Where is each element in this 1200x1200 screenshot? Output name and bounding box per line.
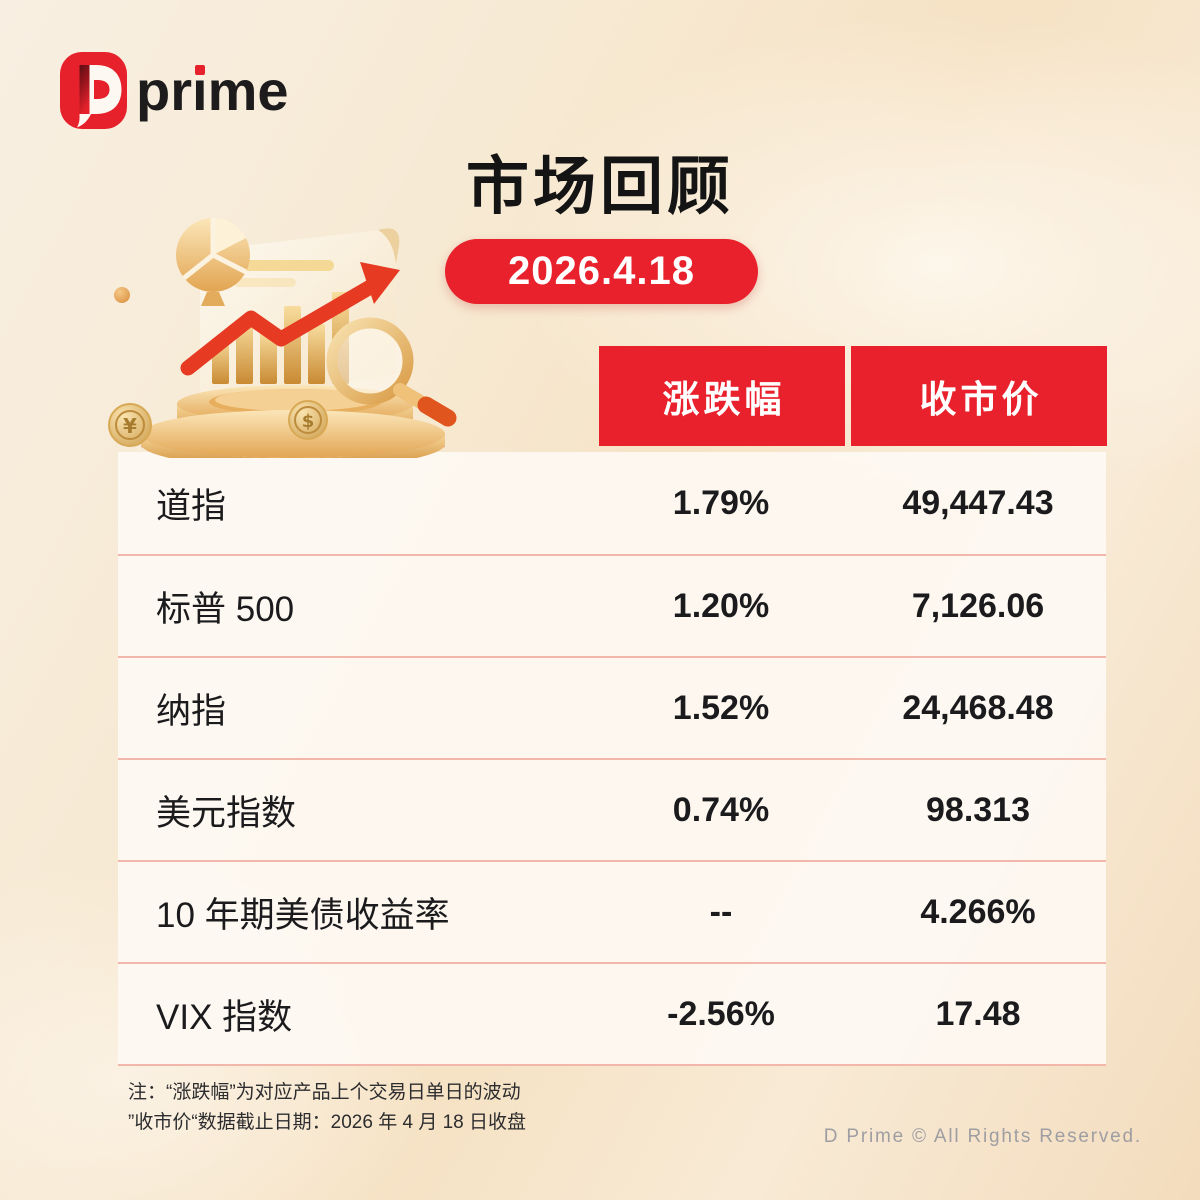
close-value: 49,447.43 bbox=[902, 483, 1054, 522]
change-value: -2.56% bbox=[667, 994, 775, 1033]
dollar-coin-icon: $ bbox=[288, 400, 328, 440]
brand-wordmark: pr ı me bbox=[136, 52, 289, 129]
instrument-label: 道指 bbox=[156, 486, 227, 526]
instrument-label: 美元指数 bbox=[156, 793, 297, 833]
close-value: 24,468.48 bbox=[902, 688, 1054, 727]
table-row: 标普 500 1.20% 7,126.06 bbox=[118, 554, 1106, 656]
change-value: -- bbox=[709, 892, 733, 931]
copyright-text: D Prime © All Rights Reserved. bbox=[823, 1126, 1142, 1147]
magnifier-icon bbox=[326, 317, 457, 427]
table-row: 10 年期美债收益率 -- 4.266% bbox=[118, 860, 1106, 962]
footnote-line-1: 注：“涨跌幅”为对应产品上个交易日单日的波动 bbox=[128, 1082, 521, 1103]
table-row: VIX 指数 -2.56% 17.48 bbox=[118, 962, 1106, 1064]
instrument-label: 纳指 bbox=[156, 691, 227, 731]
brand-logo: pr ı me bbox=[60, 52, 289, 129]
table-body: 道指 1.79% 49,447.43 标普 500 1.20% 7,126.06 纳指 1.5… bbox=[118, 452, 1106, 1066]
svg-text:$: $ bbox=[302, 411, 315, 432]
table-row: 纳指 1.52% 24,468.48 bbox=[118, 656, 1106, 758]
yen-coin-icon: ¥ bbox=[108, 403, 152, 447]
change-value: 0.74% bbox=[672, 790, 770, 829]
wordmark-pre: pr bbox=[136, 59, 192, 122]
column-header-close: 收市价 bbox=[851, 346, 1107, 446]
instrument-label: VIX 指数 bbox=[156, 997, 293, 1037]
instrument-label: 标普 500 bbox=[156, 589, 295, 629]
instrument-label: 10 年期美债收益率 bbox=[156, 895, 450, 935]
date-badge: 2026.4.18 bbox=[445, 239, 758, 304]
close-value: 17.48 bbox=[935, 994, 1021, 1033]
table-header: 涨跌幅 收市价 bbox=[599, 346, 1107, 446]
d-prime-logo-icon bbox=[60, 52, 127, 129]
close-value: 4.266% bbox=[920, 892, 1036, 931]
column-header-change: 涨跌幅 bbox=[599, 346, 845, 446]
close-value: 7,126.06 bbox=[911, 586, 1045, 625]
footnote-line-2: ”收市价“数据截止日期：2026 年 4 月 18 日收盘 bbox=[128, 1112, 527, 1133]
page-title: 市场回顾 bbox=[466, 152, 734, 222]
svg-text:¥: ¥ bbox=[123, 414, 137, 438]
table-row: 美元指数 0.74% 98.313 bbox=[118, 758, 1106, 860]
pie-chart-icon bbox=[176, 217, 250, 306]
wordmark-i: ı bbox=[192, 52, 208, 129]
finance-illustration: ¥ $ bbox=[108, 217, 457, 458]
change-value: 1.79% bbox=[672, 483, 770, 522]
change-value: 1.52% bbox=[672, 688, 770, 727]
up-arrow-icon bbox=[180, 262, 400, 376]
sphere-dot bbox=[114, 287, 130, 303]
close-value: 98.313 bbox=[926, 790, 1030, 829]
footnotes: 注：“涨跌幅”为对应产品上个交易日单日的波动 ”收市价“数据截止日期：2026 … bbox=[128, 1078, 526, 1138]
change-value: 1.20% bbox=[672, 586, 770, 625]
table-row: 道指 1.79% 49,447.43 bbox=[118, 452, 1106, 554]
bar-chart-icon bbox=[212, 292, 349, 384]
podium-icon bbox=[141, 385, 445, 458]
wordmark-post: me bbox=[207, 59, 289, 122]
